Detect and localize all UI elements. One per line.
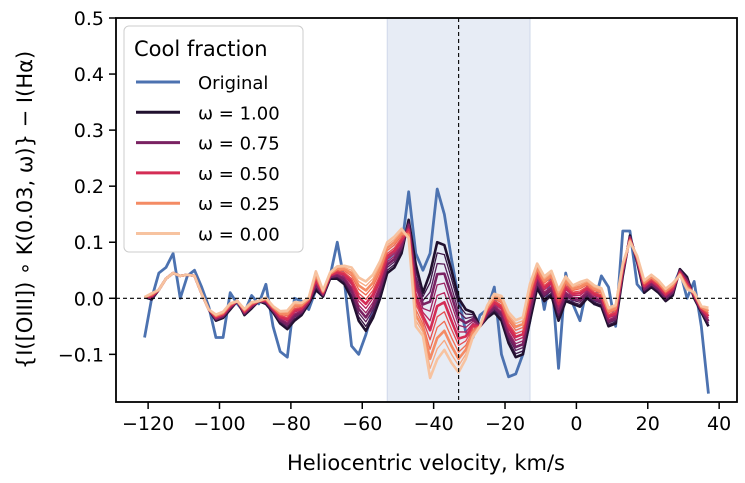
y-tick-label: 0.0 xyxy=(74,288,104,310)
legend-title: Cool fraction xyxy=(134,37,268,61)
x-tick-label: −20 xyxy=(485,413,525,435)
legend-label: Original xyxy=(198,73,268,94)
x-tick-label: 0 xyxy=(570,413,582,435)
y-tick-label: −0.1 xyxy=(58,344,104,366)
plot-frame xyxy=(115,17,738,403)
series-line-omega-12 xyxy=(143,227,709,380)
x-axis-label: Heliocentric velocity, km/s xyxy=(287,451,565,475)
x-tick-label: −80 xyxy=(271,413,311,435)
y-tick-label: 0.3 xyxy=(74,120,104,142)
reference-lines xyxy=(116,18,737,402)
y-tick-label: 0.5 xyxy=(74,8,104,30)
y-axis-label: {I([OIII]) ∘ K(0.03, ω)} − I(Hα) xyxy=(13,51,37,369)
series-layer xyxy=(143,187,710,394)
x-tick-label: 40 xyxy=(707,413,731,435)
axes: −120 −100 −80 −60 −40 −20 0 20 40 −0.1 0.0 0.1 0.2 0.… xyxy=(58,8,738,435)
y-tick-label: 0.2 xyxy=(74,176,104,198)
x-tick-label: 20 xyxy=(636,413,660,435)
y-tick-label: 0.4 xyxy=(74,64,104,86)
x-tick-label: −60 xyxy=(342,413,382,435)
x-tick-label: −100 xyxy=(193,413,245,435)
legend-label: ω = 1.00 xyxy=(198,103,280,124)
legend-label: ω = 0.00 xyxy=(198,225,280,246)
legend-label: ω = 0.75 xyxy=(198,134,280,155)
legend-label: ω = 0.25 xyxy=(198,194,280,215)
x-tick-label: −40 xyxy=(414,413,454,435)
y-tick-label: 0.1 xyxy=(74,232,104,254)
x-tick-label: −120 xyxy=(122,413,174,435)
legend-label: ω = 0.50 xyxy=(198,164,280,185)
legend: Cool fraction Original ω = 1.00 ω = 0.75 ω =… xyxy=(123,25,304,253)
